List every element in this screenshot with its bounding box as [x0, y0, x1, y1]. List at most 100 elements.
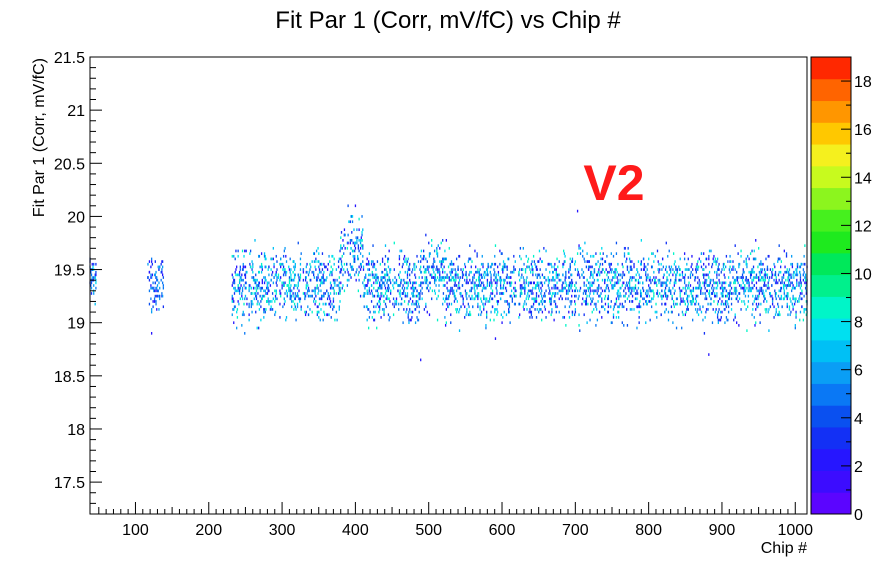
heatmap-cell — [260, 289, 262, 293]
heatmap-cell — [765, 310, 767, 314]
heatmap-cell — [438, 268, 440, 271]
heatmap-cell — [741, 276, 743, 279]
heatmap-cell — [461, 284, 464, 287]
heatmap-cell — [359, 241, 362, 245]
heatmap-cell — [755, 239, 757, 242]
heatmap-cell — [551, 310, 553, 314]
heatmap-cell — [398, 254, 401, 258]
heatmap-cell — [661, 284, 664, 287]
outlier-cell — [708, 353, 710, 356]
heatmap-cell — [477, 292, 480, 295]
heatmap-cell — [514, 289, 516, 293]
heatmap-cell — [746, 265, 748, 269]
heatmap-cell — [585, 302, 588, 306]
colorbar-band — [811, 231, 851, 254]
heatmap-cell — [752, 308, 754, 311]
heatmap-cell — [244, 273, 247, 277]
heatmap-cell — [266, 281, 269, 285]
heatmap-cell — [282, 265, 285, 269]
heatmap-cell — [379, 302, 382, 306]
heatmap-cell — [648, 284, 650, 287]
heatmap-cell — [779, 297, 781, 301]
heatmap-cell — [622, 273, 624, 277]
heatmap-cell — [794, 326, 796, 330]
heatmap-cell — [354, 246, 357, 250]
heatmap-cell — [393, 305, 395, 309]
heatmap-cell — [714, 270, 716, 274]
heatmap-cell — [590, 273, 593, 277]
heatmap-cell — [714, 292, 716, 295]
heatmap-cell — [753, 270, 755, 274]
heatmap-cell — [650, 305, 653, 309]
heatmap-cell — [727, 292, 730, 295]
heatmap-cell — [419, 297, 421, 301]
heatmap-cell — [501, 252, 503, 255]
heatmap-cell — [607, 294, 610, 298]
heatmap-cell — [805, 292, 807, 295]
heatmap-cell — [276, 260, 278, 263]
heatmap-cell — [383, 281, 385, 285]
heatmap-cell — [563, 286, 565, 290]
heatmap-cell — [729, 284, 731, 287]
heatmap-cell — [767, 281, 769, 285]
heatmap-cell — [596, 278, 599, 282]
heatmap-cell — [464, 316, 466, 319]
heatmap-cell — [448, 294, 450, 298]
heatmap-cell — [528, 310, 530, 314]
heatmap-cell — [435, 284, 437, 287]
heatmap-cell — [334, 318, 336, 322]
heatmap-cell — [763, 292, 765, 295]
heatmap-cell — [777, 294, 780, 298]
heatmap-cell — [678, 273, 681, 277]
heatmap-cell — [573, 284, 576, 287]
heatmap-cell — [727, 305, 730, 309]
heatmap-cell — [233, 281, 236, 285]
heatmap-cell — [378, 286, 381, 290]
heatmap-cell — [793, 270, 795, 274]
outlier-cell — [420, 358, 422, 362]
heatmap-cell — [645, 289, 648, 293]
heatmap-cell — [477, 270, 480, 274]
heatmap-cell — [621, 262, 623, 266]
heatmap-cell — [476, 294, 478, 298]
heatmap-cell — [254, 286, 256, 290]
heatmap-cell — [679, 268, 681, 271]
heatmap-cell — [459, 276, 461, 279]
heatmap-cell — [537, 260, 539, 263]
heatmap-cell — [289, 270, 291, 274]
heatmap-cell — [666, 297, 668, 301]
heatmap-cell — [273, 262, 275, 266]
heatmap-cell — [600, 270, 602, 274]
heatmap-cell — [270, 305, 272, 309]
heatmap-cell — [453, 292, 456, 295]
heatmap-cell — [590, 270, 592, 274]
heatmap-cell — [568, 286, 570, 290]
colorbar-frame — [810, 56, 852, 515]
heatmap-cell — [398, 308, 400, 311]
heatmap-cell — [591, 284, 593, 287]
heatmap-cell — [722, 289, 725, 293]
heatmap-cell — [509, 276, 511, 279]
heatmap-cell — [237, 249, 239, 253]
heatmap-cell — [387, 313, 390, 317]
heatmap-cell — [541, 260, 544, 263]
heatmap-cell — [485, 297, 487, 301]
y-tick-label: 19 — [67, 316, 85, 333]
heatmap-cell — [420, 289, 422, 293]
heatmap-cell — [719, 318, 721, 322]
heatmap-cell — [623, 246, 626, 250]
heatmap-cell — [792, 273, 794, 277]
heatmap-cell — [571, 260, 573, 263]
heatmap-cell — [305, 265, 307, 269]
heatmap-cell — [781, 305, 783, 309]
heatmap-cell — [443, 265, 445, 269]
heatmap-cell — [709, 278, 711, 282]
heatmap-cell — [579, 246, 582, 250]
heatmap-cell — [150, 273, 152, 277]
heatmap-cell — [801, 289, 803, 293]
x-tick-label: 300 — [269, 522, 296, 539]
heatmap-cell — [470, 270, 472, 274]
heatmap-cell — [729, 265, 731, 269]
heatmap-cell — [717, 265, 719, 269]
heatmap-cell — [773, 316, 775, 319]
